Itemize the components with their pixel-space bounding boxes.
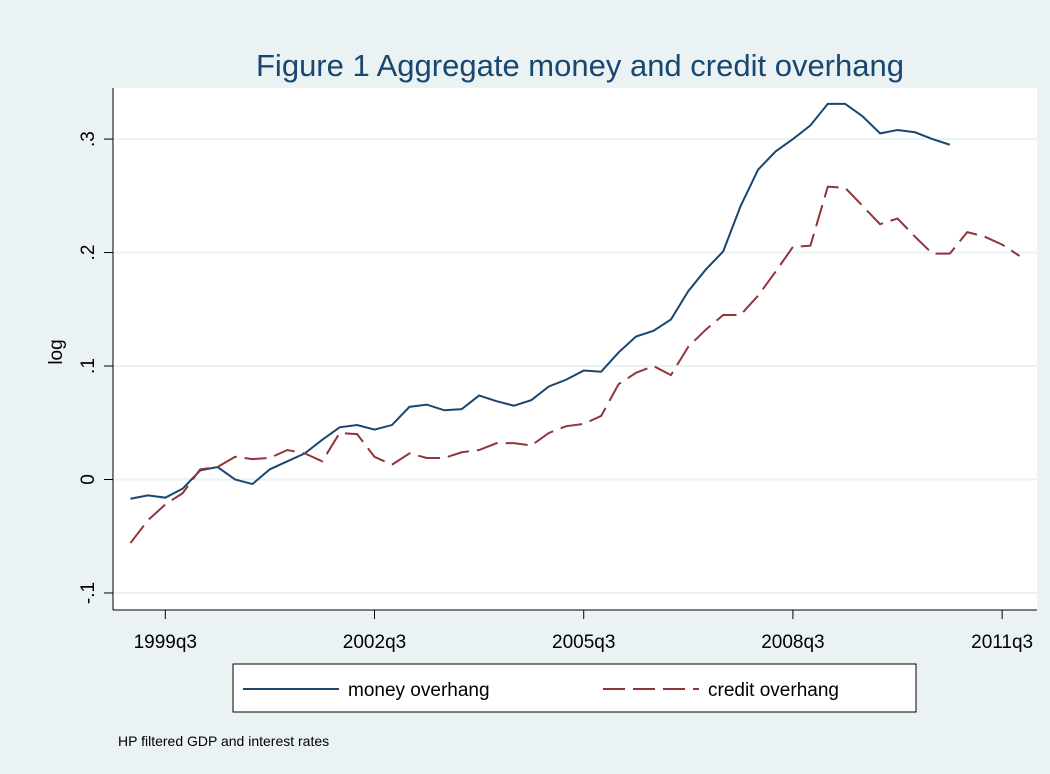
series-line <box>130 102 951 500</box>
y-tick-label: .1 <box>78 358 99 374</box>
x-tick-label: 1999q3 <box>134 632 197 653</box>
x-tick-label: 2002q3 <box>343 632 406 653</box>
legend-label: money overhang <box>348 680 490 701</box>
x-tick-label: 2008q3 <box>761 632 824 653</box>
series-line <box>129 185 1021 544</box>
legend-label: credit overhang <box>708 680 839 701</box>
y-tick-label: .2 <box>78 245 99 261</box>
x-tick-label: 2005q3 <box>552 632 615 653</box>
note: HP filtered GDP and interest rates <box>118 733 329 749</box>
x-tick-label: 2011q3 <box>971 632 1033 653</box>
y-axis-label: log <box>46 339 67 364</box>
chart-title: Figure 1 Aggregate money and credit over… <box>256 48 904 83</box>
y-tick-label: .3 <box>78 131 99 147</box>
legend-box <box>232 663 917 713</box>
plot-area <box>113 88 1037 610</box>
y-tick-label: -.1 <box>78 582 99 604</box>
y-tick-label: 0 <box>78 474 99 485</box>
